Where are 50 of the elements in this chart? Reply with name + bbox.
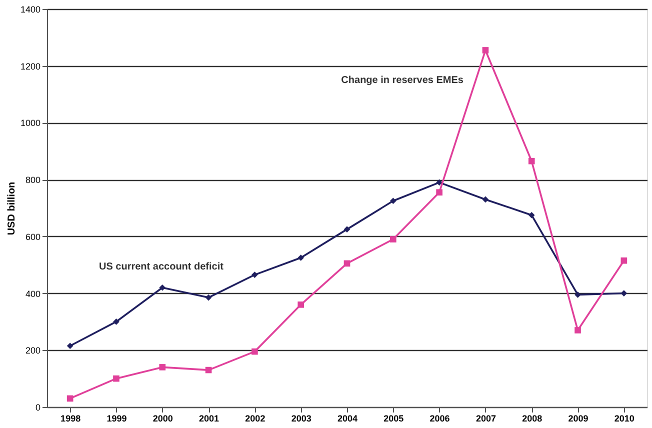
- point: [344, 260, 350, 267]
- y-tick-label: 200: [25, 346, 40, 356]
- point: [113, 318, 120, 325]
- x-tick-label: 2006: [430, 414, 450, 424]
- point: [482, 196, 489, 203]
- x-tick-label: 2009: [568, 414, 588, 424]
- point: [252, 348, 258, 355]
- point: [298, 254, 304, 261]
- point: [205, 294, 212, 301]
- point: [528, 212, 535, 218]
- y-tick-label: 0: [35, 402, 40, 412]
- point: [159, 284, 166, 291]
- point: [436, 189, 442, 196]
- point: [66, 342, 74, 350]
- point: [298, 301, 304, 308]
- x-tick-label: 1998: [60, 414, 81, 424]
- series-label: Change in reserves EMEs: [341, 75, 464, 86]
- x-tick-label: 2001: [199, 414, 220, 424]
- point: [482, 47, 489, 54]
- point: [66, 395, 74, 402]
- y-tick-label: 1200: [20, 61, 40, 72]
- point: [344, 226, 350, 232]
- y-tick-label: 1400: [20, 4, 40, 14]
- x-tick-label: 2010: [614, 414, 634, 424]
- x-tick-label: 2005: [384, 414, 404, 424]
- x-tick-label: 2007: [476, 414, 496, 424]
- point: [620, 290, 628, 296]
- y-axis-title: USD billion: [6, 182, 18, 236]
- point: [390, 198, 396, 204]
- point: [528, 158, 535, 164]
- series-label: US current account deficit: [98, 262, 224, 273]
- y-tick-label: 600: [25, 232, 40, 242]
- x-tick-label: 2002: [245, 414, 266, 424]
- y-tick-label: 1000: [20, 118, 40, 128]
- x-tick-label: 2000: [152, 414, 173, 424]
- point: [113, 375, 120, 382]
- x-tick-label: 1999: [106, 414, 127, 424]
- point: [252, 272, 258, 278]
- point: [390, 236, 396, 242]
- point: [620, 257, 628, 264]
- x-tick-label: 2003: [291, 414, 312, 424]
- y-tick-label: 400: [25, 288, 40, 299]
- point: [574, 327, 581, 334]
- point: [574, 292, 581, 298]
- x-tick-label: 2004: [337, 414, 358, 424]
- point: [436, 179, 442, 186]
- point: [159, 364, 166, 370]
- point: [205, 366, 212, 374]
- y-tick-label: 800: [25, 175, 40, 186]
- x-tick-label: 2008: [522, 414, 542, 424]
